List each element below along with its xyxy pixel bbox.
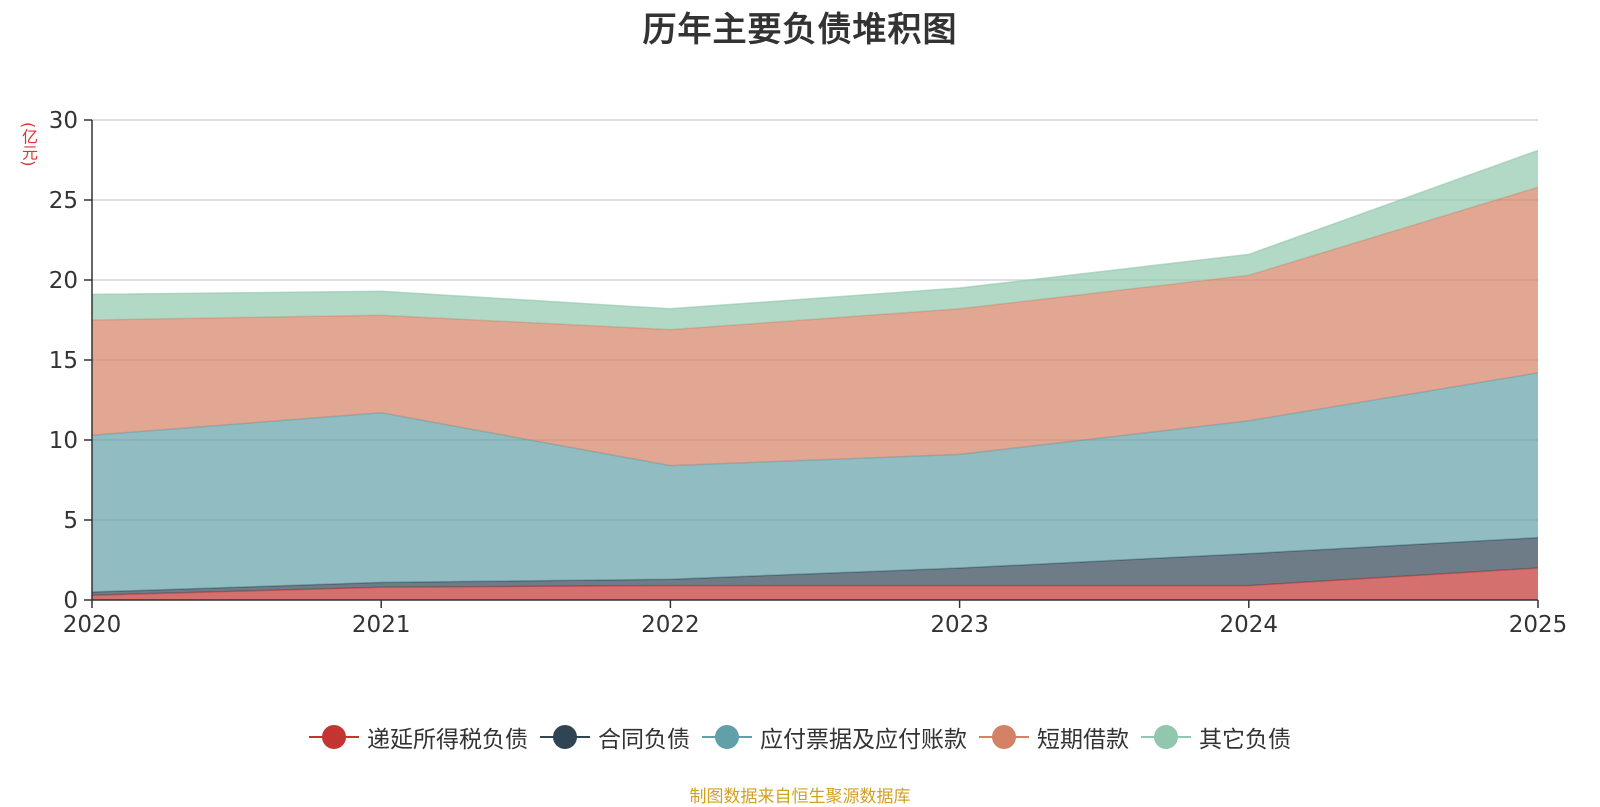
x-tick-label-2023: 2023 xyxy=(930,612,989,638)
legend-label-1: 合同负债 xyxy=(598,727,690,753)
x-tick-label-2021: 2021 xyxy=(352,612,411,638)
legend-label-4: 其它负债 xyxy=(1199,727,1291,753)
legend-swatch-0 xyxy=(309,724,359,750)
legend-swatch-4 xyxy=(1141,724,1191,750)
legend-item-1[interactable]: 合同负债 xyxy=(540,720,690,754)
area-edge-4 xyxy=(91,149,1539,310)
legend-item-0[interactable]: 递延所得税负债 xyxy=(309,720,528,754)
y-tick-label-20: 20 xyxy=(49,268,78,294)
legend-label-0: 递延所得税负债 xyxy=(367,727,528,753)
x-tick-label-2024: 2024 xyxy=(1220,612,1279,638)
y-tick-label-25: 25 xyxy=(49,188,78,214)
x-tick-label-2020: 2020 xyxy=(63,612,122,638)
area-series-1 xyxy=(92,537,1538,596)
y-tick-label-5: 5 xyxy=(63,508,78,534)
area-series-layer xyxy=(91,149,1539,600)
legend-item-4[interactable]: 其它负债 xyxy=(1141,720,1291,754)
legend-swatch-3 xyxy=(979,724,1029,750)
legend-label-2: 应付票据及应付账款 xyxy=(760,727,967,753)
legend-swatch-1 xyxy=(540,724,590,750)
y-axis-unit-label: (亿元) xyxy=(19,122,38,167)
x-tick-label-2022: 2022 xyxy=(641,612,700,638)
y-tick-label-0: 0 xyxy=(63,588,78,614)
x-tick-label-2025: 2025 xyxy=(1509,612,1568,638)
y-tick-label-15: 15 xyxy=(49,348,78,374)
y-tick-label-10: 10 xyxy=(49,428,78,454)
chart-title: 历年主要负债堆积图 xyxy=(642,10,958,50)
area-series-2 xyxy=(92,372,1538,592)
area-series-4 xyxy=(92,150,1538,330)
y-tick-label-30: 30 xyxy=(49,108,78,134)
legend: 递延所得税负债 合同负债 应付票据及应付账款 短期借款 其它负债 xyxy=(0,720,1600,754)
legend-swatch-2 xyxy=(702,724,752,750)
legend-item-3[interactable]: 短期借款 xyxy=(979,720,1129,754)
legend-label-3: 短期借款 xyxy=(1037,727,1129,753)
source-note: 制图数据来自恒生聚源数据库 xyxy=(689,787,911,807)
legend-item-2[interactable]: 应付票据及应付账款 xyxy=(702,720,967,754)
area-series-0 xyxy=(92,568,1538,600)
area-series-3 xyxy=(92,187,1538,466)
